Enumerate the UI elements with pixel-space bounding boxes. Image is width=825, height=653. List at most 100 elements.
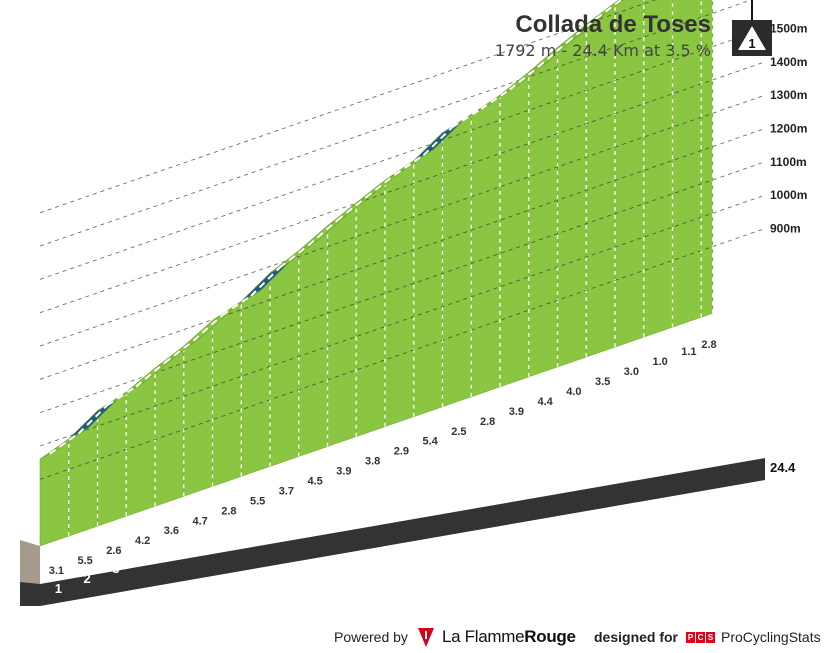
km-label: 4 <box>141 551 149 566</box>
pcs-letter: S <box>706 631 716 643</box>
category-number: 1 <box>748 36 755 51</box>
brand-part-bold: Rouge <box>524 627 576 646</box>
climb-header: Collada de Toses 1792 m - 24.4 Km at 3.5… <box>495 10 711 62</box>
centerline-dash <box>192 314 223 342</box>
km-label: 17 <box>511 422 525 437</box>
km-label: 8 <box>256 511 263 526</box>
centerline-dash <box>422 126 453 156</box>
gradient-label: 5.5 <box>250 495 265 507</box>
profile-slice <box>154 345 185 507</box>
centerline-dash <box>509 65 540 91</box>
centerline-dash <box>394 154 425 176</box>
km-label: 13 <box>396 462 410 477</box>
profile-slice <box>212 300 242 487</box>
designed-for-label: designed for <box>594 629 679 645</box>
profile-slice <box>298 225 328 457</box>
km-label: 23 <box>684 362 698 377</box>
gradient-label: 2.8 <box>221 505 236 517</box>
gradient-label: 2.5 <box>451 426 466 438</box>
profile-slice <box>470 94 501 398</box>
climb-title: Collada de Toses <box>515 11 711 38</box>
gradient-label: 1.0 <box>652 356 667 368</box>
climb-summary: 1792 m - 24.4 Km at 3.5 % <box>494 41 711 60</box>
km-label: 2 <box>84 571 91 586</box>
centerline-dash <box>49 432 80 455</box>
km-label: 1 <box>55 581 62 596</box>
altitude-tick-label: 1400m <box>770 55 807 69</box>
pcs-letter: C <box>696 631 706 643</box>
centerline-dash <box>221 295 252 316</box>
profile-slice <box>355 179 386 437</box>
centerline-dash <box>336 196 367 222</box>
profile-top-segment <box>614 0 621 4</box>
km-label: 9 <box>285 501 292 516</box>
gradient-label: 2.9 <box>394 446 409 458</box>
km-label: 5 <box>170 541 177 556</box>
centerline-dash <box>365 174 396 199</box>
powered-by-label: Powered by <box>334 629 408 645</box>
gradient-label: 2.8 <box>480 416 495 428</box>
km-label: 11 <box>339 482 353 497</box>
designed-for: designed for P C S ProCyclingStats <box>594 626 821 648</box>
gradient-label: 4.5 <box>307 475 322 487</box>
altitude-tick-label: 1300m <box>770 88 807 102</box>
centerline-dash <box>595 0 623 20</box>
km-label: 19 <box>569 402 583 417</box>
profile-slice <box>327 202 357 447</box>
gradient-label: 3.9 <box>509 406 524 418</box>
km-label: 7 <box>227 521 234 536</box>
gradient-label: 5.5 <box>77 555 92 567</box>
profile-slice <box>269 250 300 467</box>
gradient-label: 3.8 <box>365 456 380 468</box>
brand-part: La Flamme <box>441 627 525 646</box>
gradient-label: 3.7 <box>279 485 294 497</box>
km-label: 16 <box>482 432 496 447</box>
km-label: 10 <box>310 491 324 506</box>
gradient-label: 2.6 <box>106 545 121 557</box>
centerline-dash <box>566 18 597 43</box>
km-label: 20 <box>597 392 611 407</box>
powered-by: Powered by La FlammeRouge <box>334 626 576 648</box>
centerline-dash <box>480 88 511 110</box>
altitude-tick-label: 1100m <box>770 155 807 169</box>
procyclingstats-brand[interactable]: ProCyclingStats <box>721 629 821 645</box>
base-strip <box>20 458 765 606</box>
centerline-dash <box>250 266 281 297</box>
gradient-label: 3.5 <box>595 376 610 388</box>
profile-slice <box>672 0 702 328</box>
centerline-dash <box>537 41 568 68</box>
pcs-letter: P <box>686 631 696 643</box>
profile-slice <box>643 0 673 338</box>
gradient-label: 3.1 <box>49 565 64 577</box>
centerline-dash <box>135 361 166 388</box>
centerline-dash <box>279 244 310 269</box>
altitude-tick-label: 900m <box>770 221 801 235</box>
gradient-label: 3.9 <box>336 466 351 478</box>
altitude-tick-label: 1200m <box>770 122 807 136</box>
gradient-label: 3.0 <box>624 366 639 378</box>
category-triangle-icon <box>738 26 766 50</box>
gradient-label: 5.4 <box>422 436 438 448</box>
profile-slice <box>39 438 70 547</box>
km-label: 14 <box>425 452 440 467</box>
profile-slice <box>614 0 645 348</box>
profile-slice <box>528 46 558 378</box>
gradient-label: 1.1 <box>681 346 696 358</box>
km-label: 12 <box>367 472 381 487</box>
pcs-logo-icon: P C S <box>686 631 716 643</box>
profile-slice <box>384 160 415 428</box>
centerline-dash <box>451 108 482 129</box>
km-label: 3 <box>112 561 119 576</box>
gradient-label: 2.8 <box>701 339 716 351</box>
gradient-label: 4.7 <box>192 515 207 527</box>
km-label: 6 <box>199 531 206 546</box>
flamme-rouge-logo-icon <box>417 628 434 647</box>
la-flamme-rouge-brand[interactable]: La FlammeRouge <box>442 627 576 647</box>
profile-slice <box>499 71 530 388</box>
centerline-dash <box>307 219 338 247</box>
final-distance-label: 24.4 <box>770 460 796 475</box>
km-label: 18 <box>540 412 554 427</box>
altitude-tick-label: 1500m <box>770 22 807 36</box>
profile-slice <box>413 132 443 418</box>
